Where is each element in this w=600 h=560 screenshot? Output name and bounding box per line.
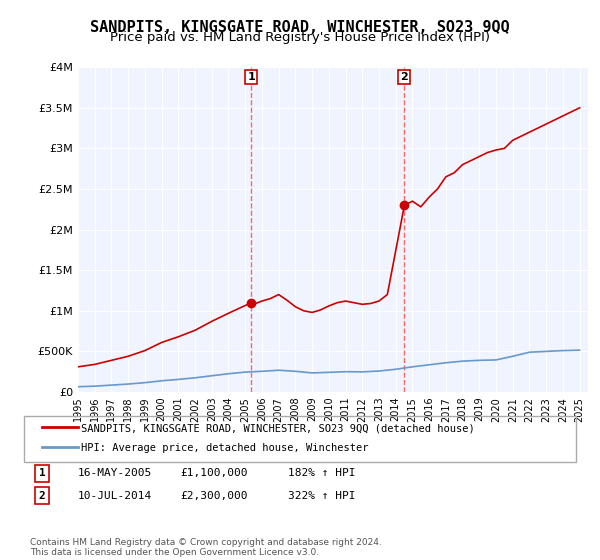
Text: 322% ↑ HPI: 322% ↑ HPI	[288, 491, 355, 501]
Text: Contains HM Land Registry data © Crown copyright and database right 2024.
This d: Contains HM Land Registry data © Crown c…	[30, 538, 382, 557]
Text: 182% ↑ HPI: 182% ↑ HPI	[288, 468, 355, 478]
Text: 2: 2	[401, 72, 408, 82]
Text: SANDPITS, KINGSGATE ROAD, WINCHESTER, SO23 9QQ: SANDPITS, KINGSGATE ROAD, WINCHESTER, SO…	[90, 20, 510, 35]
Text: 1: 1	[38, 468, 46, 478]
Text: 16-MAY-2005: 16-MAY-2005	[78, 468, 152, 478]
Text: 10-JUL-2014: 10-JUL-2014	[78, 491, 152, 501]
Text: £2,300,000: £2,300,000	[180, 491, 248, 501]
Text: SANDPITS, KINGSGATE ROAD, WINCHESTER, SO23 9QQ (detached house): SANDPITS, KINGSGATE ROAD, WINCHESTER, SO…	[81, 423, 475, 433]
Text: HPI: Average price, detached house, Winchester: HPI: Average price, detached house, Winc…	[81, 443, 368, 453]
Text: Price paid vs. HM Land Registry's House Price Index (HPI): Price paid vs. HM Land Registry's House …	[110, 31, 490, 44]
Text: 1: 1	[248, 72, 255, 82]
Text: 2: 2	[38, 491, 46, 501]
Text: £1,100,000: £1,100,000	[180, 468, 248, 478]
